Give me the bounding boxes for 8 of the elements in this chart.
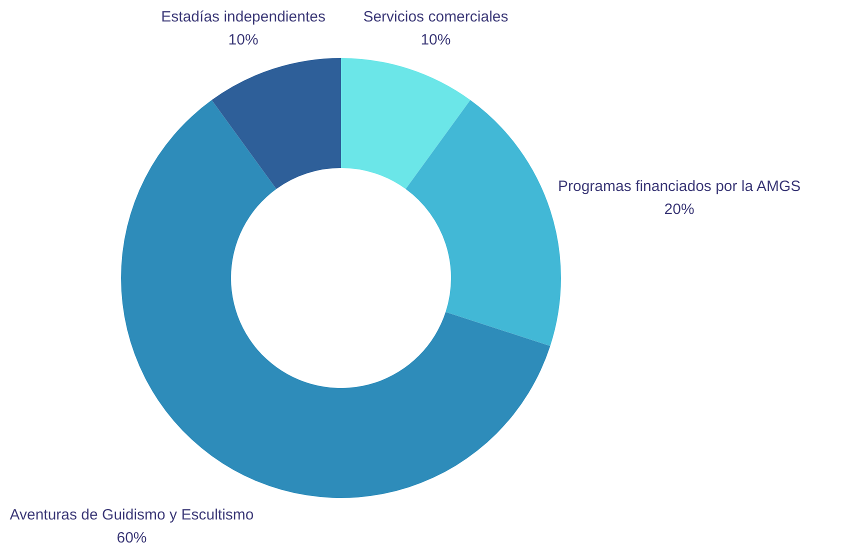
slice-label: Programas financiados por la AMGS xyxy=(558,178,801,196)
data-label: 10% xyxy=(228,32,258,49)
slice-label: Aventuras de Guidismo y Escultismo xyxy=(10,506,254,524)
data-label: 10% xyxy=(420,32,451,49)
slice-label: Estadías independientes xyxy=(161,8,326,26)
data-label: 60% xyxy=(116,530,147,547)
data-label: 20% xyxy=(664,201,694,218)
slice-label: Servicios comerciales xyxy=(363,8,508,26)
